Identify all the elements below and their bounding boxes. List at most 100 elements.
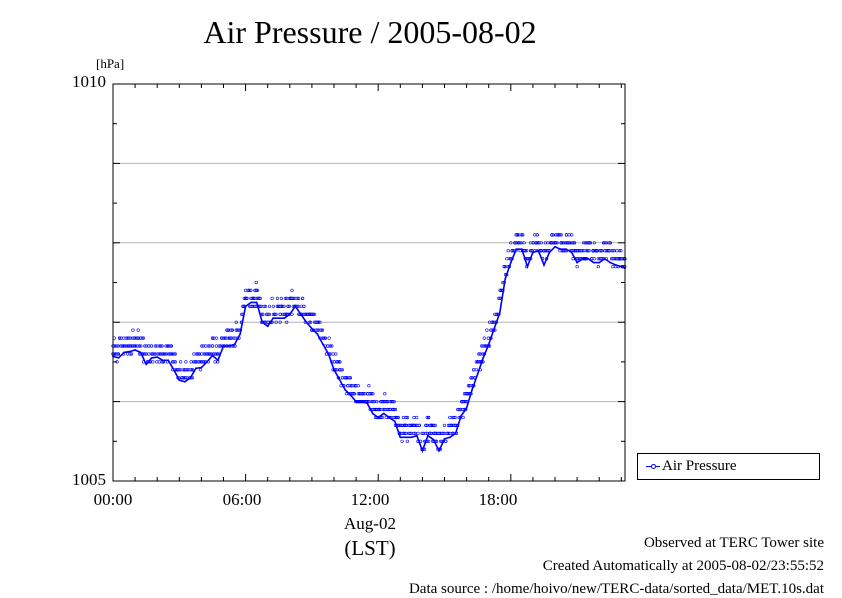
sample-point xyxy=(291,296,295,301)
sample-point xyxy=(275,296,280,301)
sample-point xyxy=(271,304,276,308)
sample-point xyxy=(515,233,520,237)
x-axis-date-label: Aug-02 xyxy=(344,514,396,533)
sample-point xyxy=(244,288,248,293)
data-point xyxy=(509,261,512,264)
sample-point xyxy=(198,368,203,372)
sample-point xyxy=(529,249,533,253)
footer-created-timestamp: Created Automatically at 2005-08-02/23:5… xyxy=(542,558,824,574)
sample-point xyxy=(135,336,139,340)
sample-point xyxy=(189,360,193,364)
sample-point xyxy=(425,415,429,420)
sample-point xyxy=(619,249,623,253)
sample-point xyxy=(136,328,140,332)
sample-point xyxy=(241,304,245,308)
data-point xyxy=(581,257,584,260)
raw-sample-points xyxy=(111,233,627,451)
sample-point xyxy=(575,265,579,269)
sample-point xyxy=(433,423,437,428)
data-point xyxy=(167,359,170,362)
data-point xyxy=(460,415,462,417)
data-point xyxy=(393,420,396,423)
sample-point xyxy=(444,439,448,443)
sample-point xyxy=(274,312,278,316)
sample-point xyxy=(580,249,585,253)
sample-point xyxy=(147,344,151,348)
sample-point xyxy=(380,415,384,420)
sample-point xyxy=(327,336,331,340)
data-point xyxy=(366,402,369,405)
sample-point xyxy=(523,249,528,253)
sample-point xyxy=(371,392,375,396)
sample-point xyxy=(234,320,238,324)
data-point xyxy=(404,436,407,439)
sample-point xyxy=(356,384,360,388)
sample-point xyxy=(502,265,506,269)
sample-point xyxy=(554,241,558,245)
sample-point xyxy=(617,257,622,261)
sample-point xyxy=(588,241,593,245)
sample-point xyxy=(286,304,290,308)
x-tick-label-1200: 12:00 xyxy=(350,490,390,509)
data-point xyxy=(261,321,264,324)
legend-label: Air Pressure xyxy=(662,458,737,474)
data-point xyxy=(471,388,473,391)
data-point xyxy=(222,345,225,347)
sample-point xyxy=(143,344,147,348)
sample-point xyxy=(257,296,261,301)
sample-point xyxy=(424,431,428,436)
data-point xyxy=(427,434,429,437)
data-point xyxy=(311,327,313,330)
sample-point xyxy=(559,233,563,237)
sample-point xyxy=(594,249,598,253)
sample-point xyxy=(311,312,315,316)
sample-point xyxy=(427,439,431,443)
sample-point xyxy=(278,320,282,324)
sample-point xyxy=(287,304,292,308)
sample-point xyxy=(417,423,421,428)
sample-point xyxy=(315,328,319,332)
sample-point xyxy=(281,304,285,308)
sample-point xyxy=(263,304,268,308)
data-point xyxy=(355,400,357,403)
sample-point xyxy=(434,439,439,443)
sample-point xyxy=(131,328,135,332)
sample-point xyxy=(424,423,428,428)
sample-point xyxy=(340,376,345,380)
sample-point xyxy=(482,336,486,340)
sample-point xyxy=(446,431,451,436)
sample-point xyxy=(572,241,577,245)
data-point xyxy=(239,333,242,335)
footer-observed-site: Observed at TERC Tower site xyxy=(643,535,824,551)
data-point xyxy=(117,357,120,359)
data-point xyxy=(620,265,623,268)
sample-point xyxy=(283,296,288,301)
sample-point xyxy=(213,360,217,364)
sample-point xyxy=(392,400,396,404)
sample-point xyxy=(159,344,163,348)
sample-point xyxy=(173,352,177,356)
sample-point xyxy=(244,296,248,301)
sample-point xyxy=(319,328,323,332)
sample-point xyxy=(230,328,234,332)
data-point xyxy=(416,434,418,437)
sample-point xyxy=(339,368,343,372)
data-point xyxy=(399,436,402,439)
data-point xyxy=(316,333,319,335)
data-point xyxy=(277,317,280,320)
plot-frame xyxy=(112,83,626,482)
sample-point xyxy=(596,265,600,269)
data-point xyxy=(272,317,275,320)
sample-point xyxy=(267,304,272,308)
sample-point xyxy=(254,280,258,285)
sample-point xyxy=(346,384,350,388)
series-line-layer xyxy=(112,245,626,454)
data-point xyxy=(123,351,125,354)
data-point xyxy=(592,261,595,264)
data-point xyxy=(371,412,374,415)
sample-point xyxy=(367,384,371,388)
x-tick-label-0000: 00:00 xyxy=(93,490,133,509)
y-tick-label-1010: 1010 xyxy=(72,72,106,91)
data-point xyxy=(156,356,159,358)
sample-point xyxy=(302,304,306,308)
